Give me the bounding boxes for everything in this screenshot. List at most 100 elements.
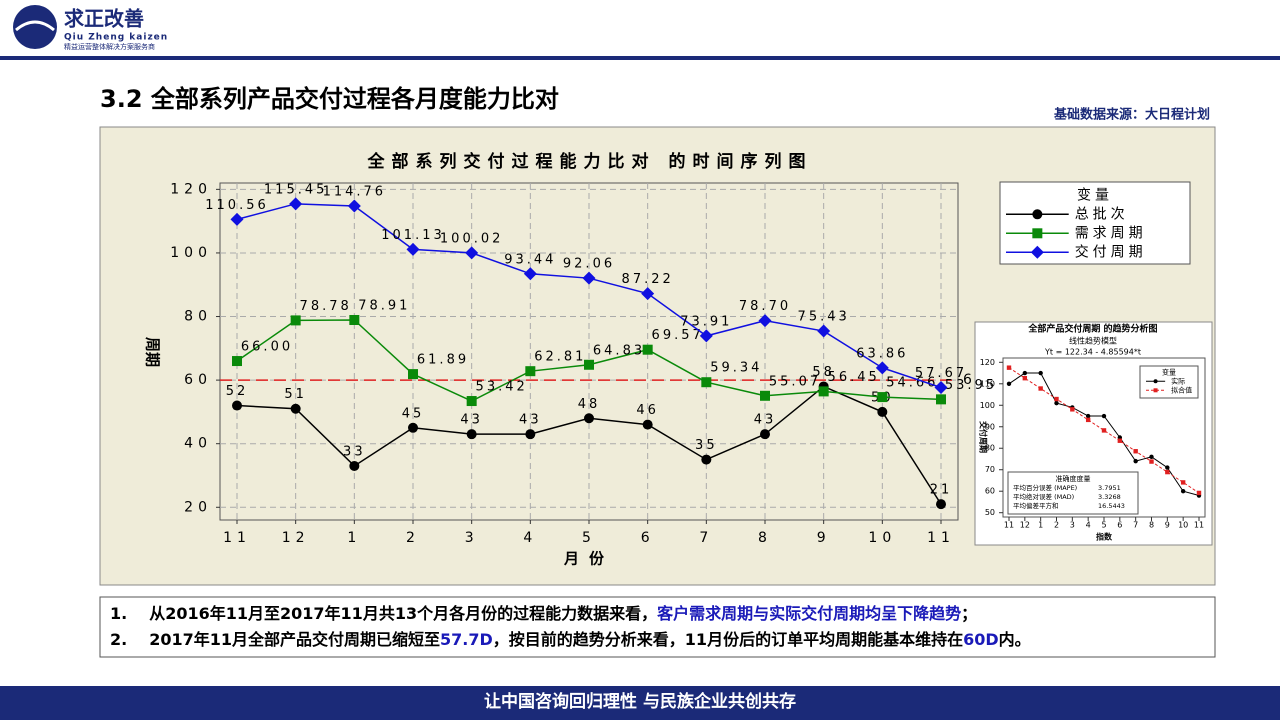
x-tick-label: 7 [699,530,713,546]
point [289,197,303,211]
x-tick-label: 2 [406,530,420,546]
y-tick-label: 60 [985,487,995,496]
point [1070,407,1075,412]
chart-title: 全部系列交付过程能力比对 的时间序列图 [367,151,813,172]
legend-box [1139,365,1199,399]
x-tick-label: 12 [1020,521,1030,530]
equation: Yt = 122.34 - 4.85594*t [1044,348,1141,357]
point [1165,469,1170,475]
point [642,419,653,430]
y-axis-label: 交付周期 [979,421,989,453]
value-label: 43 [460,413,483,428]
legend-title: 变量 [1162,367,1176,376]
x-tick-label: 11 [1004,521,1014,530]
value-label: 62.81 [534,350,586,365]
point [1054,400,1059,406]
y-axis-label: 周期 [144,337,162,367]
x-tick-label: 11 [223,530,251,546]
point [584,413,594,424]
reference-label: 6 [963,372,972,388]
y-tick-label: 60 [184,372,212,388]
point [1149,454,1154,460]
legend-box [999,181,1191,265]
x-tick-label: 5 [1101,521,1106,530]
x-tick-label: 4 [523,530,537,546]
point [818,386,829,397]
point [1180,480,1186,485]
value-label: 78.78 [300,299,352,314]
point [1030,245,1044,259]
point [1054,396,1059,402]
y-tick-label: 80 [985,444,995,453]
value-label: 78.91 [358,298,410,313]
point [290,403,301,414]
accuracy-value: 16.5443 [1098,502,1125,510]
y-tick-label: 100 [980,401,995,410]
point [934,381,948,395]
x-tick-label: 8 [758,530,772,546]
x-tick-label: 10 [1178,521,1188,530]
value-label: 63.86 [856,346,908,361]
x-tick-label: 9 [817,530,831,546]
point [1022,375,1028,381]
point [349,314,360,325]
point [525,429,536,440]
point [349,460,360,471]
point [290,315,301,326]
point [1032,228,1043,239]
chart-subtitle: 线性趋势模型 [1069,336,1117,346]
x-tick-label: 4 [1086,521,1091,530]
point [1117,438,1123,443]
point [466,429,477,440]
value-label: 110.56 [205,198,269,213]
point [525,366,536,377]
x-tick-label: 8 [1149,521,1154,530]
x-axis-label: 月份 [563,550,614,568]
y-tick-label: 100 [170,245,212,261]
point [1032,209,1043,220]
value-label: 64.83 [593,343,645,358]
point [230,212,244,226]
legend-label: 实际 [1171,376,1185,385]
legend-label: 拟合值 [1171,385,1192,394]
x-tick-label: 7 [1133,521,1138,530]
y-tick-label: 20 [184,499,212,515]
value-label: 101.13 [381,228,445,243]
notes-box [99,596,1216,658]
value-label: 58 [812,365,835,380]
point [936,394,946,405]
accuracy-name: 平均偏差平方和 [1013,501,1059,510]
accuracy-title: 准确度度量 [1056,474,1091,483]
value-label: 61.89 [417,353,469,368]
accuracy-name: 平均百分误差 (MAPE) [1013,483,1077,492]
y-tick-label: 50 [985,508,995,517]
y-tick-label: 70 [985,465,995,474]
point [1153,379,1158,384]
logo-arc [15,20,55,32]
point [1101,428,1107,433]
point [466,396,477,407]
value-label: 45 [402,406,425,421]
point [1006,381,1012,386]
value-label: 114.76 [323,185,387,200]
legend-label: 需求周期 [1075,225,1147,241]
point [1153,388,1158,393]
point [936,499,946,510]
footer-bar [0,686,1280,720]
x-tick-label: 6 [1117,521,1122,530]
value-label: 92.06 [563,257,615,272]
value-label: 100.02 [440,231,504,246]
x-tick-label: 3 [465,530,479,546]
accuracy-value: 3.7951 [1098,484,1121,492]
value-label: 53.42 [476,380,528,395]
point [347,199,361,213]
point [1133,449,1138,454]
value-label: 75.43 [798,310,850,325]
y-tick-label: 40 [184,436,212,452]
point [1149,459,1154,464]
value-label: 69.57 [652,328,704,343]
point [1101,413,1107,419]
value-label: 78.70 [739,299,791,314]
y-tick-label: 90 [985,422,995,431]
y-tick-label: 120 [170,181,212,197]
